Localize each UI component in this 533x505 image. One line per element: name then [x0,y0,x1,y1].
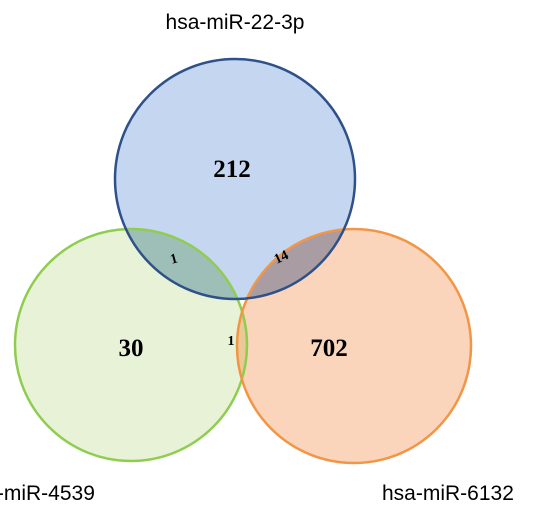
region-left-right-count: 1 [228,334,235,349]
region-top-right-count: 14 [272,248,291,268]
left-set-label: hsa-miR-4539 [0,482,95,505]
region-right-only-count: 702 [310,335,348,362]
right-set-circle [237,229,471,463]
overlap-top-left [115,229,247,299]
region-top-left-count: 1 [169,251,180,267]
region-left-only-count: 30 [119,335,144,362]
top-set-label: hsa-miR-22-3p [166,11,305,34]
right-set-outline [235,227,473,465]
right-set-label: hsa-miR-6132 [382,482,514,505]
region-top-only-count: 212 [213,156,251,183]
top-set-outline [113,57,357,301]
left-set-outline [13,227,249,463]
